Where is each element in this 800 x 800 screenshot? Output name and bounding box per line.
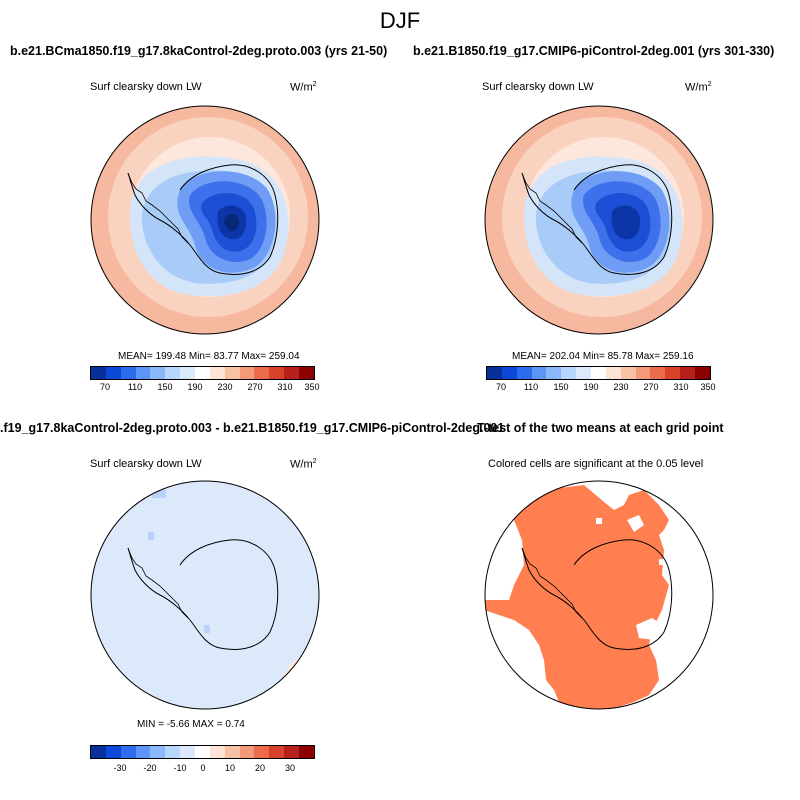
- panel3-case-title: .f19_g17.8kaControl-2deg.proto.003 - b.e…: [0, 421, 505, 435]
- panel3-variable-label: Surf clearsky down LW: [90, 458, 202, 470]
- panel2-stats: MEAN= 202.04 Min= 85.78 Max= 259.16: [512, 351, 694, 362]
- panel4-polar-map: [484, 480, 714, 710]
- colorbar-tick-label: 150: [157, 382, 173, 392]
- panel4-case-title: T-test of the two means at each grid poi…: [477, 421, 724, 435]
- panel1-units: W/m2: [290, 81, 317, 94]
- colorbar-tick-label: 70: [99, 382, 111, 392]
- panel4-subtitle: Colored cells are significant at the 0.0…: [488, 458, 704, 470]
- panel2-colorbar-labels: 70 110 150 190 230 270 310 350: [486, 382, 716, 394]
- panel2-variable-label: Surf clearsky down LW: [482, 81, 594, 93]
- panel1-colorbar-labels: 70 110 150 190 230 270 310 350: [90, 382, 320, 394]
- colorbar-tick-label: 110: [523, 382, 539, 392]
- colorbar-tick-label: 230: [217, 382, 233, 392]
- panel2-polar-map: [484, 105, 714, 335]
- colorbar-tick-label: 310: [673, 382, 689, 392]
- panel1-colorbar: [90, 366, 315, 380]
- panel2-case-title: b.e21.B1850.f19_g17.CMIP6-piControl-2deg…: [413, 44, 775, 58]
- colorbar-tick-label: 0: [200, 763, 206, 773]
- colorbar-tick-label: 10: [224, 763, 236, 773]
- colorbar-tick-label: -30: [113, 763, 127, 773]
- colorbar-tick-label: 150: [553, 382, 569, 392]
- colorbar-tick-label: 110: [127, 382, 143, 392]
- season-title: DJF: [379, 8, 421, 33]
- colorbar-tick-label: 350: [700, 382, 716, 392]
- colorbar-tick-label: 70: [495, 382, 507, 392]
- colorbar-tick-label: -20: [143, 763, 157, 773]
- panel3-colorbar: [90, 745, 315, 759]
- panel3-stats: MIN = -5.66 MAX = 0.74: [137, 719, 245, 730]
- colorbar-tick-label: 20: [254, 763, 266, 773]
- panel3-polar-map: [90, 480, 320, 710]
- colorbar-tick-label: 230: [613, 382, 629, 392]
- panel1-case-title: b.e21.BCma1850.f19_g17.8kaControl-2deg.p…: [10, 44, 388, 58]
- panel2-colorbar: [486, 366, 711, 380]
- colorbar-tick-label: 270: [247, 382, 263, 392]
- panel1-variable-label: Surf clearsky down LW: [90, 81, 202, 93]
- colorbar-tick-label: 350: [304, 382, 320, 392]
- colorbar-tick-label: 310: [277, 382, 293, 392]
- panel3-units: W/m2: [290, 458, 317, 471]
- colorbar-tick-label: 190: [583, 382, 599, 392]
- colorbar-tick-label: -10: [173, 763, 187, 773]
- colorbar-tick-label: 190: [187, 382, 203, 392]
- panel3-colorbar-labels: -30 -20 -10 0 10 20 30: [90, 763, 315, 775]
- colorbar-tick-label: 30: [284, 763, 296, 773]
- panel1-stats: MEAN= 199.48 Min= 83.77 Max= 259.04: [118, 351, 300, 362]
- colorbar-tick-label: 270: [643, 382, 659, 392]
- panel1-polar-map: [90, 105, 320, 335]
- panel2-units: W/m2: [685, 81, 712, 94]
